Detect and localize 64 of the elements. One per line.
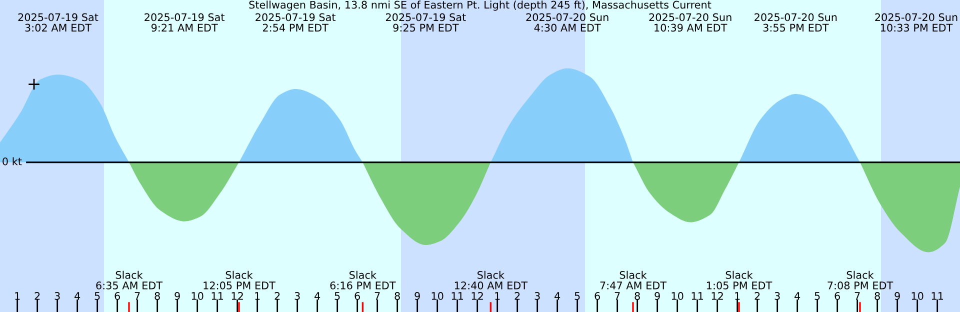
- ref-line-label: Slack 7:08 PM EDT: [828, 270, 894, 290]
- x-tick-label: 3: [54, 292, 60, 300]
- x-tick-label: 11: [452, 292, 463, 300]
- x-tick-label: 1: [255, 292, 260, 300]
- x-tick-label: 2: [274, 292, 280, 300]
- x-tick-label: 11: [212, 292, 223, 300]
- x-tick-label: 4: [554, 292, 560, 300]
- text: 2025-07-19 Sat 2:54 PM EDT: [256, 13, 336, 32]
- x-tick-label: 3: [534, 292, 540, 300]
- x-tick-label: 9: [654, 292, 660, 300]
- x-tick-label: 8: [394, 292, 400, 300]
- text: 2025-07-19 Sat 9:21 AM EDT: [144, 13, 225, 32]
- ref-line-label: Slack 1:05 PM EDT: [707, 270, 772, 290]
- x-tick-label: 9: [894, 292, 900, 300]
- x-tick-label: 4: [794, 292, 800, 300]
- x-tick-label: 1: [15, 292, 20, 300]
- text: 2025-07-19 Sat 3:02 AM EDT: [18, 13, 98, 32]
- x-tick-label: 1: [735, 292, 740, 300]
- x-tick-label: 10: [432, 292, 444, 300]
- x-tick-label: 5: [94, 292, 100, 300]
- x-tick-label: 5: [574, 292, 580, 300]
- x-tick-label: 7: [134, 292, 140, 300]
- x-tick-label: 11: [932, 292, 943, 300]
- text: 2025-07-20 Sun 4:30 AM EDT: [526, 13, 608, 32]
- x-tick-label: 12: [232, 292, 243, 300]
- ref-line-label: Slack 6:16 PM EDT: [330, 270, 396, 290]
- x-tick-label: 2: [514, 292, 520, 300]
- text: 2025-07-19 Sat 9:25 PM EDT: [386, 13, 466, 32]
- x-tick-label: 6: [834, 292, 840, 300]
- x-tick-label: 12: [712, 292, 723, 300]
- x-tick-label: 6: [354, 292, 360, 300]
- x-tick-label: 4: [314, 292, 320, 300]
- text: 2025-07-20 Sun 3:55 PM EDT: [754, 13, 837, 32]
- ref-line-label: Slack 12:40 AM EDT: [454, 270, 528, 290]
- x-tick-label: 3: [294, 292, 300, 300]
- x-tick-label: 7: [614, 292, 620, 300]
- x-tick-label: 6: [114, 292, 120, 300]
- x-tick-label: 5: [334, 292, 340, 300]
- x-tick-label: 2: [34, 292, 40, 300]
- x-tick-label: 1: [495, 292, 500, 300]
- ref-line-label: Slack 12:05 PM EDT: [204, 270, 276, 290]
- x-tick-label: 10: [192, 292, 204, 300]
- ref-line-label: Slack 7:47 AM EDT: [600, 270, 667, 290]
- text: 2025-07-20 Sun 10:39 AM EDT: [649, 13, 732, 32]
- ref-line-label: Slack 6:35 AM EDT: [96, 270, 163, 290]
- chart-title: Stellwagen Basin, 13.8 nmi SE of Eastern Pt. Light (depth 245 ft), Massachusetts Current: [249, 0, 712, 11]
- x-tick-label: 7: [374, 292, 380, 300]
- x-tick-label: 10: [672, 292, 684, 300]
- text: 2025-07-20 Sun 10:33 PM EDT: [875, 13, 958, 32]
- x-tick-label: 3: [774, 292, 780, 300]
- x-tick-label: 7: [854, 292, 860, 300]
- x-tick-label: 10: [912, 292, 924, 300]
- x-tick-label: 11: [692, 292, 703, 300]
- x-tick-label: 2: [754, 292, 760, 300]
- x-tick-label: 4: [74, 292, 80, 300]
- ref-line-label: 0 kt: [2, 157, 22, 166]
- x-tick-label: 5: [814, 292, 820, 300]
- x-tick-label: 8: [634, 292, 640, 300]
- x-tick-label: 8: [154, 292, 160, 300]
- x-tick-label: 12: [472, 292, 483, 300]
- x-tick-label: 9: [174, 292, 180, 300]
- x-tick-label: 8: [874, 292, 880, 300]
- x-tick-label: 6: [594, 292, 600, 300]
- x-tick-label: 9: [414, 292, 420, 300]
